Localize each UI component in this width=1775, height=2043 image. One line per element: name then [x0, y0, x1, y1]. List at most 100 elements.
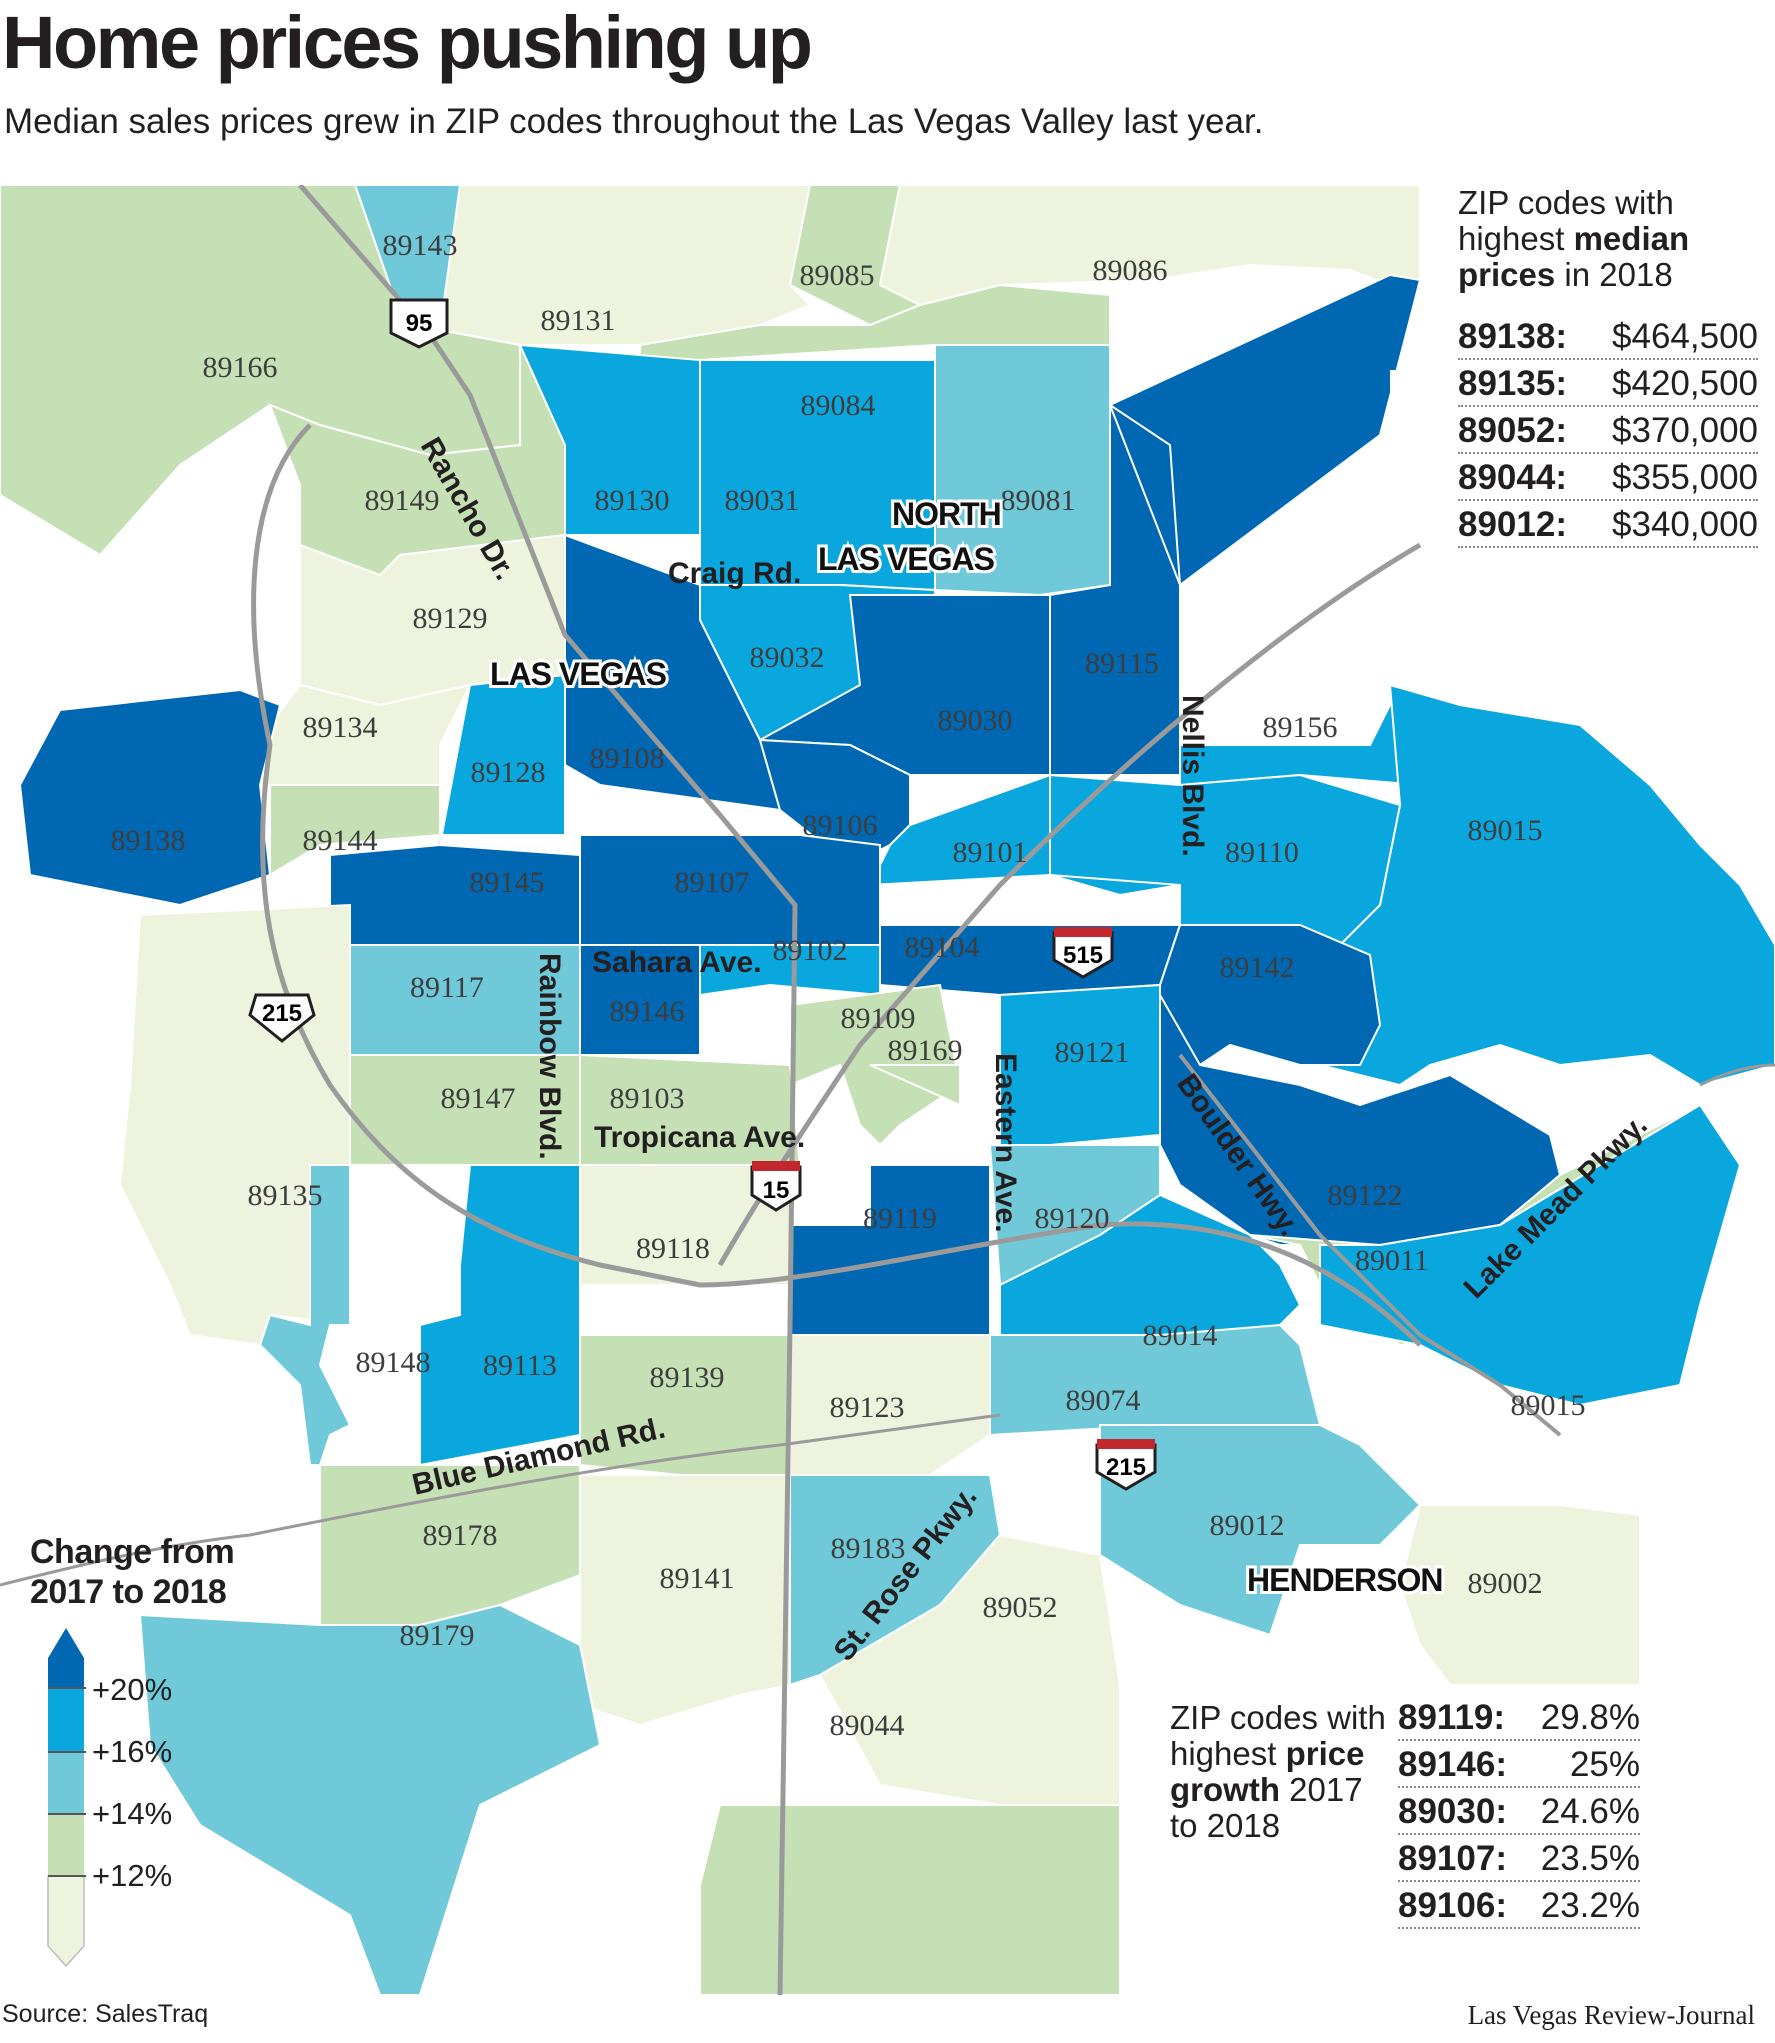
zip-region-89148 [258, 1164, 352, 1466]
zip-label-89141: 89141 [660, 1562, 735, 1595]
median-zip: 89135: [1458, 364, 1567, 403]
median-value: $420,500 [1612, 364, 1758, 403]
zip-label-89149: 89149 [365, 484, 440, 517]
growth-value: 24.6% [1540, 1792, 1640, 1831]
legend-color-bar [47, 1628, 86, 1968]
legend-label-16: +16% [92, 1734, 173, 1769]
zip-label-89169: 89169 [888, 1034, 963, 1067]
growth-row: 89107: 23.5% [1398, 1835, 1640, 1882]
road-label-sahara: Sahara Ave. [592, 946, 762, 979]
growth-value: 25% [1569, 1745, 1640, 1784]
growth-value: 23.2% [1540, 1886, 1640, 1925]
zip-label-89139: 89139 [650, 1361, 725, 1394]
zip-region-89142 [1159, 924, 1382, 1067]
zip-region-89146 [579, 944, 701, 1056]
zip-label-89085: 89085 [800, 259, 875, 292]
zip-label-89102: 89102 [773, 934, 848, 967]
zip-label-89138: 89138 [111, 824, 186, 857]
median-value: $355,000 [1612, 458, 1758, 497]
zip-label-89119: 89119 [863, 1202, 937, 1235]
zip-label-89044: 89044 [830, 1709, 905, 1742]
city-label-las-vegas: LAS VEGAS [490, 656, 667, 692]
zip-label-89148: 89148 [356, 1346, 431, 1379]
us-95-shield: 95 [389, 298, 449, 349]
zip-label-89109: 89109 [841, 1002, 916, 1035]
median-value: $370,000 [1612, 411, 1758, 450]
road-label-nellis: Nellis Blvd. [1176, 695, 1209, 857]
zip-region-89141 [579, 1474, 791, 1727]
zip-label-89166: 89166 [203, 351, 278, 384]
zip-label-89118: 89118 [636, 1232, 710, 1265]
headline: Home prices pushing up [2, 1, 813, 84]
zip-label-89156: 89156 [1263, 711, 1338, 744]
zip-region-89110 [1049, 773, 1402, 966]
zip-label-89128: 89128 [471, 756, 546, 789]
road-label-craig: Craig Rd. [668, 557, 801, 590]
zip-region-89012 [1099, 1424, 1422, 1637]
legend-swatch-14-16 [48, 1752, 84, 1814]
zip-label-89131: 89131 [541, 304, 616, 337]
zip-label-89030: 89030 [938, 704, 1013, 737]
top-median-prices-panel: ZIP codes with highest median prices in … [1458, 185, 1758, 548]
median-zip: 89138: [1458, 317, 1567, 356]
legend-label-12: +12% [92, 1858, 173, 1893]
zip-label-89117: 89117 [410, 971, 484, 1004]
zip-label-89074: 89074 [1066, 1384, 1141, 1417]
zip-label-89115: 89115 [1085, 647, 1159, 680]
zip-region-89131 [438, 185, 812, 346]
growth-zip: 89146: [1398, 1745, 1507, 1784]
legend-title-line1: Change from [30, 1533, 235, 1571]
median-zip: 89044: [1458, 458, 1567, 497]
growth-row: 89146: 25% [1398, 1741, 1640, 1788]
zip-label-89101: 89101 [953, 836, 1028, 869]
zip-label-89143: 89143 [383, 229, 458, 262]
zip-label-89123: 89123 [830, 1391, 905, 1424]
legend-title-line2: 2017 to 2018 [30, 1573, 227, 1611]
growth-value: 23.5% [1540, 1839, 1640, 1878]
zip-region-89179 [138, 1603, 602, 1995]
publication-credit: Las Vegas Review-Journal [1467, 2000, 1755, 2030]
median-row: 89138: $464,500 [1458, 313, 1758, 360]
median-row: 89012: $340,000 [1458, 501, 1758, 548]
i-515-shield: 515 [1052, 927, 1114, 979]
subheadline: Median sales prices grew in ZIP codes th… [4, 102, 1264, 141]
growth-value: 29.8% [1540, 1698, 1640, 1737]
growth-zip: 89106: [1398, 1886, 1507, 1925]
zip-label-89122: 89122 [1328, 1179, 1403, 1212]
median-row: 89052: $370,000 [1458, 407, 1758, 454]
svg-text:95: 95 [406, 310, 433, 337]
zip-label-89146: 89146 [610, 995, 685, 1028]
source-note: Source: SalesTraq [2, 2000, 209, 2028]
zip-label-89014: 89014 [1143, 1319, 1218, 1352]
svg-text:15: 15 [763, 1177, 790, 1204]
zip-label-89130: 89130 [595, 484, 670, 517]
legend-swatch-20-plus [48, 1628, 84, 1688]
zip-label-89012: 89012 [1210, 1509, 1285, 1542]
zip-region-89044 [699, 1804, 1121, 1995]
top-median-table: 89138: $464,500 89135: $420,500 89052: $370,0… [1458, 313, 1758, 548]
zip-label-89052: 89052 [983, 1591, 1058, 1624]
zip-region-89121 [999, 983, 1161, 1146]
median-row: 89135: $420,500 [1458, 360, 1758, 407]
median-zip: 89012: [1458, 505, 1567, 544]
zip-label-89106: 89106 [803, 809, 878, 842]
zip-region-89113 [419, 1164, 581, 1467]
legend-swatch-under-12 [47, 1875, 85, 1968]
zip-region-89086 [878, 185, 1421, 307]
zip-region-89138 [18, 688, 282, 907]
zip-label-89110: 89110 [1225, 836, 1299, 869]
zip-label-89144: 89144 [303, 824, 378, 857]
zip-label-89134: 89134 [303, 711, 378, 744]
legend-swatch-12-14 [48, 1814, 84, 1876]
zip-label-89121: 89121 [1055, 1036, 1130, 1069]
legend-label-20: +20% [92, 1672, 173, 1707]
zip-label-89086: 89086 [1093, 254, 1168, 287]
road-label-rainbow: Rainbow Blvd. [533, 953, 566, 1160]
zip-region-89002 [1398, 1504, 1641, 1686]
zip-label-89108: 89108 [590, 742, 665, 775]
road-label-tropicana: Tropicana Ave. [594, 1121, 805, 1154]
growth-zip: 89119: [1398, 1698, 1506, 1737]
legend-swatch-16-20 [48, 1688, 84, 1752]
zip-region-89107 [579, 834, 881, 946]
median-value: $464,500 [1612, 317, 1758, 356]
